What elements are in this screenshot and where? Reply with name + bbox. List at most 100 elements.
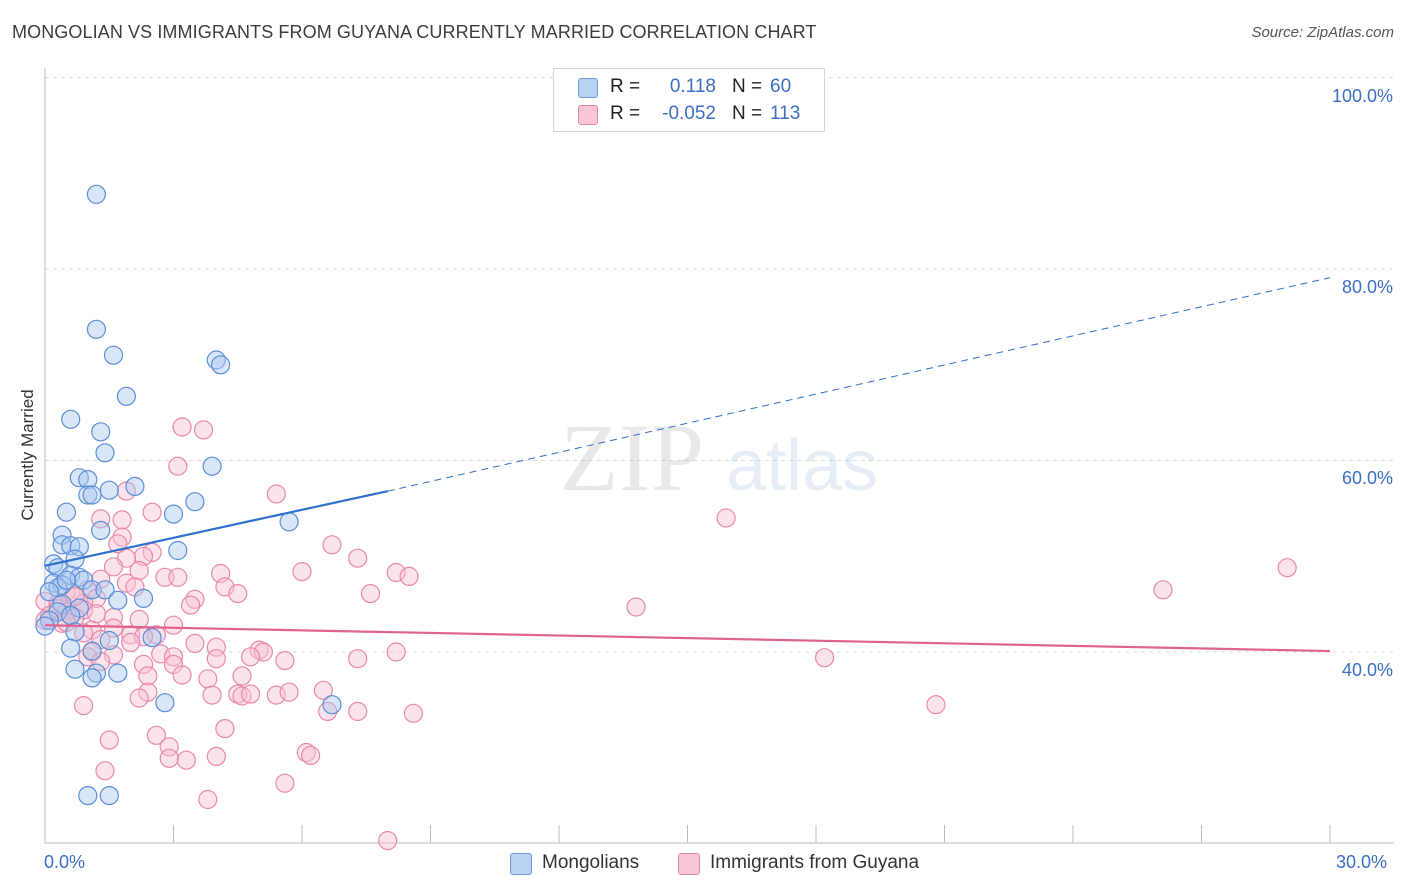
guyana-point xyxy=(202,685,222,705)
watermark-atlas: atlas xyxy=(726,426,878,506)
guyana-point xyxy=(129,688,149,708)
guyana-point xyxy=(206,649,226,669)
axes xyxy=(44,68,1394,844)
mongolian-point xyxy=(99,785,119,806)
y-tick-40: 40.0% xyxy=(1341,660,1393,680)
guyana-point xyxy=(215,718,235,739)
y-tick-80: 80.0% xyxy=(1341,277,1393,297)
mongolian-point xyxy=(142,627,162,648)
legend-n-label: N = xyxy=(732,76,763,97)
guyana-point xyxy=(193,420,214,440)
guyana-point xyxy=(814,648,835,668)
guyana-point xyxy=(301,745,321,766)
guyana-point xyxy=(206,637,226,657)
mongolian-point xyxy=(82,485,102,505)
guyana-point xyxy=(181,595,201,615)
mongolian-point xyxy=(69,537,89,557)
legend-n-value: 113 xyxy=(770,103,801,124)
mongolian-point xyxy=(322,695,342,715)
trend-lines xyxy=(44,277,1331,653)
guyana-point xyxy=(159,748,179,768)
legend-n-label: N = xyxy=(732,103,763,124)
legend-n-value: 60 xyxy=(770,76,792,97)
mongolian-point xyxy=(91,422,111,442)
guyana-point xyxy=(95,761,115,781)
guyana-point xyxy=(926,695,946,715)
mongolian-point xyxy=(78,485,98,505)
mongolian-point xyxy=(99,480,119,500)
mongolian-point xyxy=(185,492,205,512)
guyana-point xyxy=(142,502,162,522)
guyana-trend-line xyxy=(44,624,1331,653)
guyana-point xyxy=(159,737,179,757)
guyana-point xyxy=(228,583,248,604)
legend-swatch-pink xyxy=(578,105,598,125)
mongolian-point xyxy=(108,590,128,610)
guyana-point xyxy=(133,546,154,566)
mongolian-point xyxy=(99,630,119,651)
x-tick-0: 0.0% xyxy=(44,852,86,872)
mongolian-point xyxy=(202,456,222,476)
mongolian-point xyxy=(116,386,137,406)
guyana-point xyxy=(399,566,419,587)
guyana-point xyxy=(146,725,166,745)
correlation-legend: R = 0.118 N = 60 R = -0.052 N = 113 xyxy=(553,68,825,132)
mongolian-point xyxy=(279,512,299,532)
guyana-point xyxy=(348,649,368,669)
mongolian-point xyxy=(78,785,98,806)
mongolian-point xyxy=(82,641,102,661)
legend-r-value: 0.118 xyxy=(669,76,716,97)
guyana-point xyxy=(91,509,111,529)
mongolian-point xyxy=(61,409,81,429)
guyana-label: Immigrants from Guyana xyxy=(710,852,920,873)
mongolian-point xyxy=(39,582,59,602)
mongolian-point xyxy=(163,504,184,524)
guyana-point xyxy=(378,830,398,851)
guyana-point xyxy=(322,535,342,555)
guyana-point xyxy=(86,604,107,624)
mongolian-point xyxy=(168,540,188,561)
mongolian-point xyxy=(61,605,81,626)
x-tick-30: 30.0% xyxy=(1336,852,1388,872)
mongolian-point xyxy=(65,659,85,679)
mongolians-trend-line xyxy=(44,490,388,567)
legend-r-value: -0.052 xyxy=(662,103,716,124)
mongolian-point xyxy=(211,355,231,375)
y-tick-100: 100.0% xyxy=(1331,86,1393,106)
mongolian-point xyxy=(56,570,77,590)
legend-r-label: R = xyxy=(610,103,641,124)
guyana-point xyxy=(168,567,188,587)
guyana-point xyxy=(279,682,299,702)
guyana-point xyxy=(266,484,286,504)
watermark: ZIP atlas xyxy=(560,404,878,511)
mongolian-point xyxy=(133,588,154,609)
gridlines xyxy=(45,77,1394,653)
watermark-zip: ZIP xyxy=(560,404,704,511)
guyana-point xyxy=(168,456,188,476)
mongolian-point xyxy=(155,693,175,713)
guyana-point xyxy=(403,703,423,723)
mongolian-point xyxy=(95,443,115,463)
guyana-point xyxy=(232,666,252,686)
mongolian-point xyxy=(82,668,102,688)
legend-r-label: R = xyxy=(610,76,641,97)
guyana-point xyxy=(185,633,205,654)
guyana-point xyxy=(241,647,261,667)
guyana-point xyxy=(348,548,368,568)
guyana-point xyxy=(198,669,218,689)
mongolians-trend-extension xyxy=(387,277,1331,492)
guyana-point xyxy=(198,789,218,810)
guyana-point xyxy=(172,417,192,437)
guyana-point xyxy=(176,750,196,770)
mongolians-label: Mongolians xyxy=(542,852,640,873)
mongolian-point xyxy=(95,580,115,600)
guyana-point xyxy=(163,615,184,635)
mongolian-point xyxy=(78,470,98,490)
legend-swatch-blue xyxy=(578,78,598,98)
chart-title: MONGOLIAN VS IMMIGRANTS FROM GUYANA CURR… xyxy=(12,22,817,42)
guyana-point xyxy=(360,583,381,604)
guyana-swatch xyxy=(678,853,700,875)
mongolian-point xyxy=(86,319,107,339)
guyana-point xyxy=(275,773,295,793)
